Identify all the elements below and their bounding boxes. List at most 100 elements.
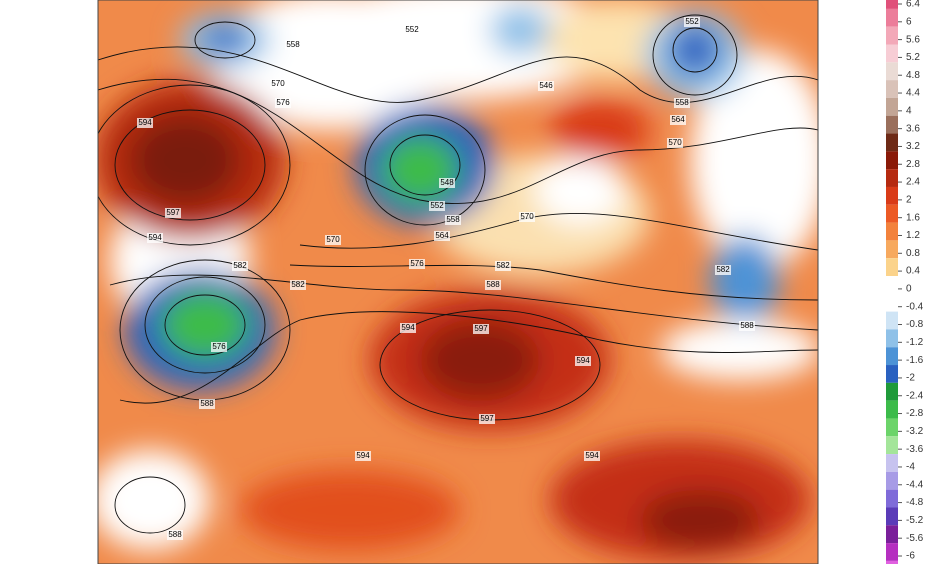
contour-label-bg	[355, 451, 371, 461]
colorbar-label: 0.8	[906, 248, 920, 259]
colorbar-swatch	[886, 489, 898, 508]
contour-label-bg	[429, 201, 445, 211]
colorbar-swatch	[886, 507, 898, 526]
colorbar-swatch	[886, 204, 898, 223]
contour-labels: 5945975945525585705765525585645705465485…	[137, 17, 755, 540]
contour-label: 548	[440, 178, 454, 187]
colorbar-label: 0.4	[906, 266, 920, 277]
colorbar-label: -5.2	[906, 515, 924, 526]
colorbar-label: 4.4	[906, 88, 920, 99]
colorbar-swatch	[886, 222, 898, 241]
colorbar-swatch	[886, 525, 898, 544]
colorbar-swatch	[886, 454, 898, 472]
colorbar-swatch	[886, 186, 898, 205]
contour-label-bg	[445, 215, 461, 225]
contour-label-bg	[495, 261, 511, 271]
contour-label-bg	[167, 530, 183, 540]
colorbar-swatch	[886, 365, 898, 383]
contour-label-bg	[434, 231, 450, 241]
colorbar-swatch	[886, 436, 898, 455]
contour-label: 594	[585, 451, 599, 460]
colorbar-swatch	[886, 80, 898, 98]
contour-label-bg	[199, 399, 215, 409]
colorbar-swatch	[886, 115, 898, 134]
colorbar-swatch	[886, 8, 898, 27]
contour-label-bg	[211, 342, 227, 352]
contour-label-bg	[670, 115, 686, 125]
contour-label: 597	[480, 414, 494, 423]
contour-label: 588	[168, 530, 182, 539]
colorbar-swatch	[886, 62, 898, 81]
contour-label: 594	[148, 233, 162, 242]
contour-label: 558	[446, 215, 460, 224]
contour-label-bg	[584, 451, 600, 461]
contour-label-bg	[739, 321, 755, 331]
colorbar-label: -4.8	[906, 497, 924, 508]
colorbar-label: -4	[906, 462, 915, 473]
colorbar-label: 6	[906, 16, 912, 27]
colorbar-label: -2.4	[906, 390, 924, 401]
contour-label: 594	[576, 356, 590, 365]
colorbar-label: 3.2	[906, 141, 920, 152]
colorbar-swatch	[886, 543, 898, 561]
colorbar-label: -2.8	[906, 408, 924, 419]
colorbar-label: -1.6	[906, 355, 924, 366]
colorbar-label: 1.6	[906, 212, 920, 223]
contour-label: 594	[138, 118, 152, 127]
colorbar-swatch	[886, 0, 898, 9]
colorbar-swatch	[886, 382, 898, 401]
contour-label-bg	[538, 81, 554, 91]
contour-label: 582	[716, 265, 730, 274]
colorbar-label: -3.6	[906, 444, 924, 455]
colorbar-label: 1.2	[906, 230, 920, 241]
contour-label: 576	[212, 342, 226, 351]
colorbar-label: 2	[906, 195, 912, 206]
colorbar-swatch	[886, 44, 898, 63]
contour-label-bg	[479, 414, 495, 424]
colorbar-swatch	[886, 347, 898, 366]
contour-label: 576	[410, 259, 424, 268]
contour-label-bg	[485, 280, 501, 290]
contour-label-bg	[165, 208, 181, 218]
contour-label: 558	[675, 98, 689, 107]
contour-label: 570	[271, 79, 285, 88]
colorbar-label: -2	[906, 373, 915, 384]
colorbar-swatch	[886, 329, 898, 348]
contour-label-bg	[275, 98, 291, 108]
contour-label: 546	[539, 81, 553, 90]
colorbar-label: -6	[906, 551, 915, 562]
contour-label: 552	[405, 25, 419, 34]
contour-label-bg	[404, 25, 420, 35]
colorbar-label: 4	[906, 105, 912, 116]
colorbar-label: 0	[906, 284, 912, 295]
contour-label-bg	[473, 324, 489, 334]
colorbar-swatch	[886, 276, 898, 294]
colorbar-swatch	[886, 311, 898, 330]
contour-label-bg	[147, 233, 163, 243]
contour-label-bg	[270, 79, 286, 89]
colorbar-label: -1.2	[906, 337, 924, 348]
contour-label: 570	[668, 138, 682, 147]
colorbar-label: 5.2	[906, 52, 920, 63]
contour-label: 597	[166, 208, 180, 217]
contour-label-bg	[439, 178, 455, 188]
colorbar-label: -4.4	[906, 479, 924, 490]
colorbar-swatch	[886, 560, 898, 564]
contour-label: 552	[430, 201, 444, 210]
colorbar-swatch	[886, 471, 898, 490]
contour-label: 594	[356, 451, 370, 460]
contour-label: 564	[435, 231, 449, 240]
colorbar-label: 2.4	[906, 177, 920, 188]
contour-label: 597	[474, 324, 488, 333]
contour-label-bg	[715, 265, 731, 275]
contour-label-bg	[325, 235, 341, 245]
contour-label-bg	[232, 261, 248, 271]
contour-label: 564	[671, 115, 685, 124]
colorbar-label: 6.4	[906, 0, 920, 10]
contour-label: 582	[233, 261, 247, 270]
contour-label-bg	[667, 138, 683, 148]
colorbar-swatch	[886, 293, 898, 312]
colorbar: 6.4 6 5.6 5.2 4.8 4.4 4 3.6 3.2 2.8 2.4 2 1.6 1.2 0.8 0…	[886, 0, 924, 564]
colorbar-swatch	[886, 97, 898, 116]
contour-label: 558	[286, 40, 300, 49]
